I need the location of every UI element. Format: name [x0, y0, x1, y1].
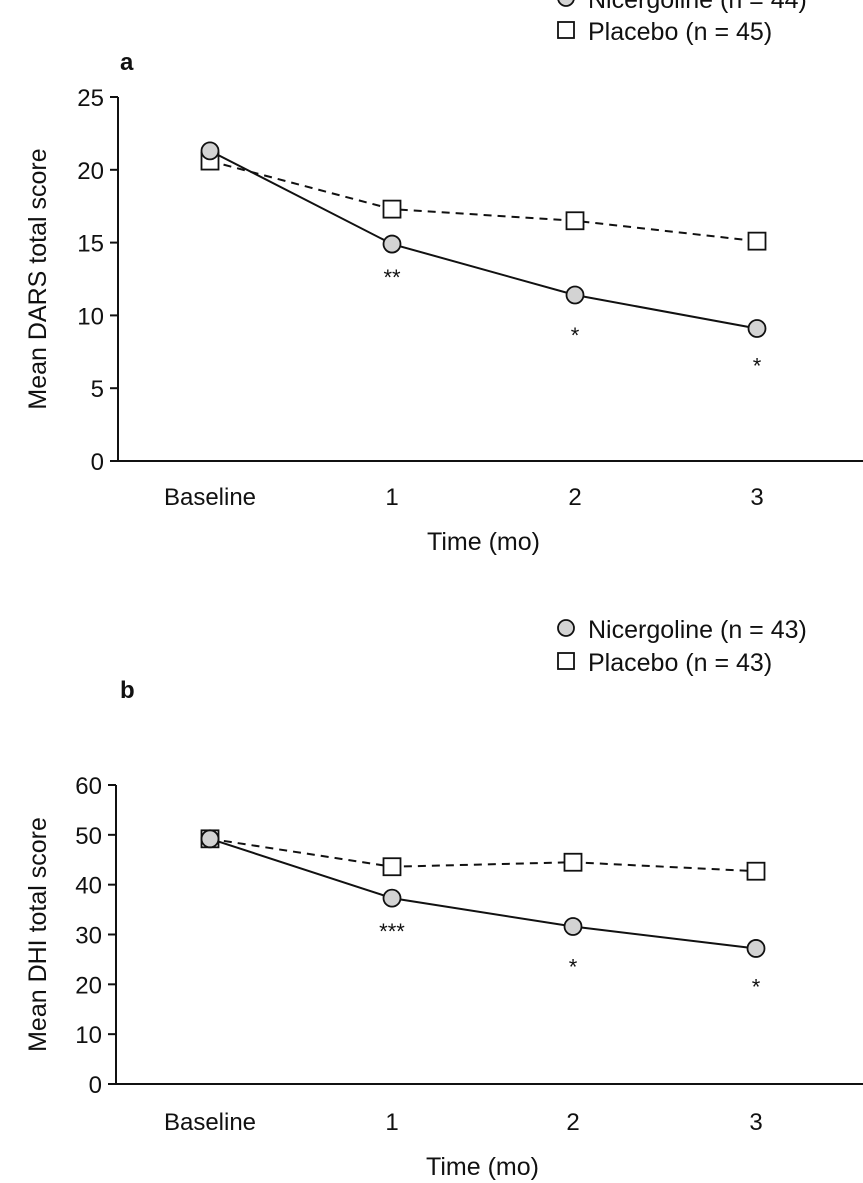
data-point-placebo — [565, 211, 585, 231]
data-point-nicergoline — [565, 285, 585, 305]
legend-label: Nicergoline (n = 43) — [588, 616, 807, 644]
data-point-nicergoline — [200, 141, 220, 161]
legend-marker-nicergoline — [557, 0, 575, 7]
data-point-placebo — [747, 231, 767, 251]
legend-marker-placebo — [557, 652, 575, 670]
x-tick-label: 2 — [566, 1109, 579, 1136]
data-point-placebo — [382, 199, 402, 219]
data-point-nicergoline — [382, 888, 402, 908]
significance-marker: * — [571, 323, 580, 348]
y-tick-label: 40 — [75, 873, 102, 900]
data-point-nicergoline — [200, 829, 220, 849]
x-tick-label: 2 — [568, 484, 581, 511]
y-tick-label: 0 — [91, 449, 104, 476]
data-point-nicergoline — [746, 939, 766, 958]
y-tick-label: 25 — [77, 85, 104, 112]
data-point-nicergoline — [382, 234, 402, 254]
y-tick-label: 0 — [89, 1072, 102, 1099]
legend-label: Placebo (n = 45) — [588, 18, 772, 46]
significance-marker: * — [569, 955, 578, 980]
y-axis-title: Mean DHI total score — [24, 817, 52, 1052]
chart-panel-b: 0 10 20 30 40 50 60 Baseline 1 2 3 Time (mo) Mean DH… — [24, 616, 863, 1181]
significance-marker: * — [752, 974, 761, 999]
data-point-placebo — [563, 852, 583, 872]
x-tick-label: 3 — [750, 484, 763, 511]
data-point-nicergoline — [563, 917, 583, 936]
x-tick-label: 3 — [749, 1109, 762, 1136]
y-tick-label: 15 — [77, 231, 104, 258]
x-tick-label: 1 — [385, 1109, 398, 1136]
data-point-placebo — [382, 857, 402, 877]
data-point-placebo — [746, 861, 766, 881]
x-tick-label: Baseline — [164, 1109, 256, 1136]
significance-marker: *** — [379, 919, 405, 944]
legend-marker-nicergoline — [557, 619, 575, 637]
panel-label: b — [120, 677, 135, 704]
y-tick-label: 60 — [75, 773, 102, 800]
x-tick-label: Baseline — [164, 484, 256, 511]
x-axis-title: Time (mo) — [427, 528, 540, 556]
series-line-nicergoline — [209, 837, 757, 950]
data-point-nicergoline — [747, 319, 767, 338]
chart-panel-a: 0 5 10 15 20 25 Baseline 1 2 3 Time (mo) Mean DARS … — [24, 0, 863, 556]
panel-label: a — [120, 49, 134, 76]
series-line-placebo — [209, 160, 758, 243]
series-line-nicergoline — [209, 149, 758, 330]
x-tick-label: 1 — [385, 484, 398, 511]
y-tick-label: 20 — [75, 972, 102, 999]
significance-marker: * — [753, 354, 762, 379]
legend-marker-placebo — [557, 21, 575, 39]
y-tick-label: 50 — [75, 823, 102, 850]
x-axis-title: Time (mo) — [426, 1153, 539, 1181]
y-axis-title: Mean DARS total score — [24, 148, 52, 409]
y-tick-label: 10 — [77, 303, 104, 330]
y-tick-label: 5 — [91, 376, 104, 403]
significance-marker: ** — [383, 265, 401, 290]
legend-label: Placebo (n = 43) — [588, 649, 772, 677]
y-tick-label: 30 — [75, 923, 102, 950]
y-tick-label: 10 — [75, 1022, 102, 1049]
y-tick-label: 20 — [77, 158, 104, 185]
legend-label: Nicergoline (n = 44) — [588, 0, 807, 14]
